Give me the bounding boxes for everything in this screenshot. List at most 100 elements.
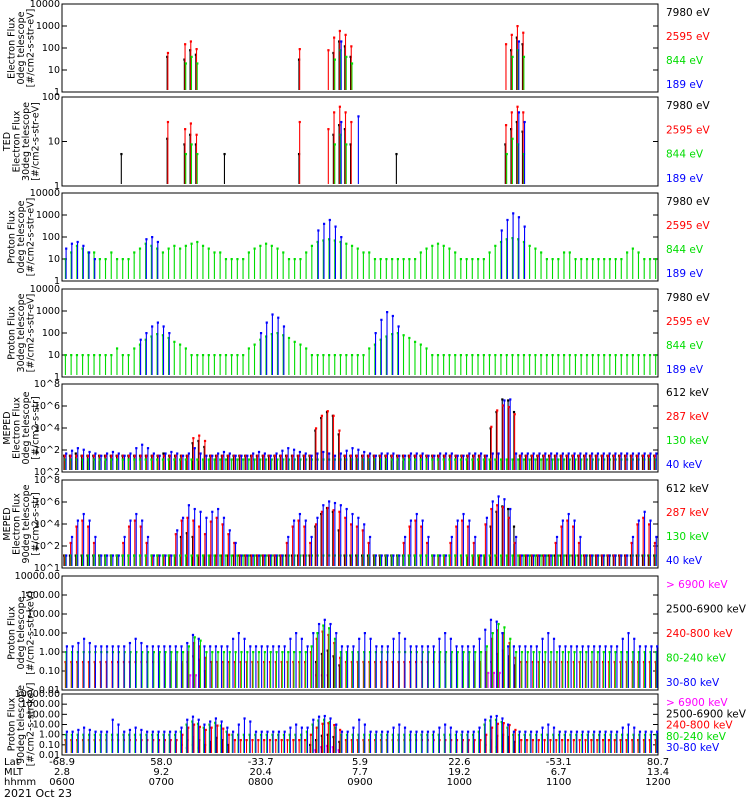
data-point — [76, 447, 79, 450]
y-axis-label: 90deg telescope — [16, 685, 27, 764]
data-point — [608, 354, 612, 357]
data-point — [369, 637, 372, 640]
data-point — [557, 554, 560, 557]
data-point — [363, 632, 366, 635]
data-point — [488, 251, 491, 254]
data-point — [322, 450, 325, 454]
x-tick-label: 1200 — [645, 777, 670, 788]
data-point — [77, 641, 80, 645]
data-point — [425, 554, 428, 557]
data-point — [293, 554, 296, 557]
data-point — [554, 541, 557, 545]
data-point — [168, 645, 172, 648]
panel-frame — [61, 575, 659, 691]
data-point — [286, 738, 289, 742]
data-point — [614, 554, 617, 557]
data-point — [350, 738, 353, 742]
data-point — [259, 338, 262, 341]
data-point — [187, 645, 191, 648]
data-point — [93, 458, 96, 461]
data-point — [615, 733, 618, 736]
data-point — [585, 651, 588, 654]
data-point — [471, 458, 474, 461]
data-point — [314, 429, 317, 432]
data-point — [368, 452, 372, 455]
data-point — [577, 541, 581, 545]
data-point — [357, 115, 360, 118]
data-point — [285, 541, 288, 545]
data-point — [538, 554, 541, 557]
legend-label: 612 keV — [666, 387, 710, 399]
data-point — [363, 523, 366, 526]
data-point — [531, 660, 535, 664]
y-tick-label: 100 — [42, 43, 60, 54]
data-point — [402, 258, 405, 261]
data-point — [158, 454, 161, 457]
data-point — [635, 554, 638, 557]
data-point — [110, 251, 113, 254]
data-point — [541, 726, 544, 729]
data-point — [251, 738, 254, 742]
y-tick-label: 1 — [54, 372, 60, 383]
data-point — [355, 554, 358, 557]
data-point — [275, 452, 278, 455]
data-point — [362, 738, 365, 742]
data-point — [190, 242, 193, 245]
data-point — [253, 247, 256, 250]
x-tick-label: 1000 — [447, 777, 472, 788]
data-point — [655, 733, 658, 736]
data-point — [647, 554, 650, 557]
data-point — [122, 733, 125, 736]
data-point — [314, 749, 317, 752]
data-point — [380, 554, 383, 557]
data-point — [259, 458, 262, 461]
data-point — [477, 354, 480, 357]
y-tick-label: 10000.00 — [15, 571, 60, 582]
data-point — [175, 660, 178, 664]
data-point — [461, 738, 464, 742]
data-point — [526, 738, 529, 742]
data-point — [227, 533, 230, 536]
data-point — [333, 641, 336, 645]
data-point — [620, 651, 623, 654]
y-tick-label: 10 — [48, 137, 60, 148]
data-point — [523, 733, 526, 736]
y-axis-label: [#/cm2-s-str-eV] — [26, 9, 37, 88]
data-point — [166, 55, 169, 58]
data-point — [613, 660, 616, 664]
data-point — [512, 730, 515, 733]
data-point — [199, 452, 202, 455]
data-point — [197, 554, 200, 557]
data-point — [534, 354, 537, 357]
data-point — [494, 718, 498, 721]
data-point — [461, 454, 464, 457]
data-point — [637, 660, 640, 664]
data-point — [190, 554, 193, 557]
data-point — [442, 554, 445, 557]
data-point — [516, 105, 519, 108]
data-point — [603, 733, 606, 736]
data-point — [425, 541, 429, 545]
data-point — [270, 333, 273, 336]
data-point — [557, 733, 561, 736]
data-point — [575, 733, 578, 736]
data-point — [495, 510, 498, 513]
data-point — [449, 541, 452, 545]
data-point — [236, 458, 239, 461]
data-point — [270, 458, 273, 461]
data-point — [643, 651, 646, 654]
data-point — [127, 454, 131, 457]
data-point — [379, 454, 382, 457]
data-point — [240, 651, 243, 654]
data-point — [254, 645, 258, 648]
data-point — [448, 247, 451, 250]
data-point — [192, 437, 195, 440]
legend-label: 2595 eV — [666, 31, 711, 43]
data-point — [395, 152, 398, 156]
data-point — [334, 225, 337, 228]
data-point — [157, 454, 160, 457]
data-point — [551, 458, 554, 461]
data-point — [361, 554, 364, 557]
data-point — [626, 452, 629, 455]
data-point — [552, 733, 555, 736]
